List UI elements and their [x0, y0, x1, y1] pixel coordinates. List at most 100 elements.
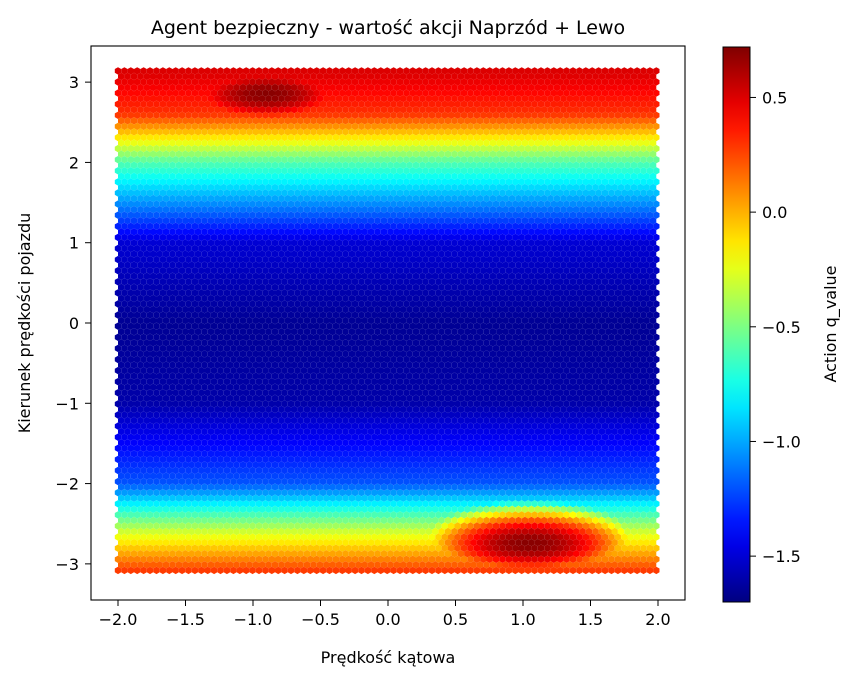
hex-cell	[396, 67, 404, 75]
hex-cell	[531, 89, 538, 97]
hex-cell	[265, 72, 272, 81]
hex-cell	[483, 139, 490, 147]
hex-cell	[233, 72, 240, 81]
hex-cell	[508, 150, 516, 158]
hex-cell	[396, 144, 404, 153]
hex-cell	[118, 117, 125, 125]
hex-cell	[332, 67, 340, 75]
hex-cell	[428, 144, 436, 153]
hex-cell	[278, 83, 285, 92]
hex-cell	[633, 144, 641, 153]
hex-cell	[236, 89, 243, 97]
hex-cell	[191, 100, 199, 108]
hex-cell	[150, 150, 157, 158]
hex-cell	[249, 111, 256, 119]
hex-cell	[390, 67, 397, 75]
hex-cell	[207, 94, 215, 103]
hex-cell	[371, 144, 378, 153]
hex-cell	[291, 139, 298, 147]
hex-cell	[307, 111, 314, 119]
hex-cell	[598, 150, 606, 158]
hex-cell	[460, 78, 468, 86]
hex-cell	[143, 139, 150, 147]
hex-cell	[329, 106, 336, 114]
hex-cell	[595, 111, 602, 119]
hex-cell	[582, 111, 589, 119]
hex-cell	[284, 117, 291, 125]
hex-cell	[541, 150, 548, 158]
hex-cell	[371, 133, 378, 142]
hex-cell	[451, 139, 458, 147]
hex-cell	[214, 150, 221, 158]
hex-cell	[377, 111, 384, 119]
hex-cell	[114, 122, 122, 131]
hex-cell	[592, 139, 599, 147]
hex-cell	[435, 144, 442, 153]
hex-cell	[496, 83, 503, 92]
hex-cell	[223, 111, 231, 119]
hex-cell	[367, 128, 375, 136]
hex-cell	[146, 156, 154, 164]
hex-cell	[265, 150, 272, 158]
hex-cell	[541, 83, 548, 92]
hex-cell	[204, 89, 211, 97]
hex-cell	[416, 100, 423, 108]
hex-cell	[441, 67, 448, 75]
hex-cell	[294, 78, 301, 86]
hex-cell	[396, 133, 404, 142]
hex-cell	[400, 106, 407, 114]
hex-cell	[134, 156, 141, 164]
hex-cell	[480, 67, 487, 75]
hex-cell	[537, 100, 545, 108]
hex-cell	[614, 89, 622, 97]
hex-cell	[617, 139, 625, 147]
hex-cell	[646, 122, 654, 131]
hex-cell	[512, 144, 519, 153]
hex-cell	[377, 133, 384, 142]
hex-cell	[470, 117, 477, 125]
hex-cell	[294, 67, 301, 75]
hex-cell	[406, 117, 413, 125]
hex-cell	[544, 78, 551, 86]
hex-cell	[592, 94, 599, 103]
hex-cell	[531, 67, 538, 75]
hex-cell	[589, 78, 596, 86]
hex-cell	[486, 100, 493, 108]
hex-cell	[467, 133, 474, 142]
hex-cell	[265, 128, 272, 136]
hex-cell	[233, 139, 240, 147]
hex-cell	[313, 100, 320, 108]
hex-cell	[492, 100, 500, 108]
hex-cell	[259, 106, 266, 114]
hex-cell	[403, 133, 410, 142]
hex-cell	[505, 111, 513, 119]
hex-cell	[239, 106, 247, 114]
hex-cell	[515, 128, 522, 136]
hex-cell	[640, 144, 647, 153]
hex-cell	[130, 139, 138, 147]
hex-cell	[150, 83, 157, 92]
hex-cell	[560, 72, 567, 81]
hex-cell	[611, 72, 618, 81]
hex-cell	[544, 111, 551, 119]
hex-cell	[118, 106, 125, 114]
hex-cell	[323, 83, 330, 92]
hex-cell	[608, 67, 615, 75]
hex-cell	[188, 128, 195, 136]
hex-cell	[416, 144, 423, 153]
hex-cell	[428, 89, 436, 97]
hex-cell	[438, 106, 445, 114]
hex-cell	[566, 83, 573, 92]
hex-cell	[643, 94, 650, 103]
hex-cell	[169, 83, 176, 92]
hex-cell	[428, 100, 436, 108]
hex-cell	[226, 106, 234, 114]
hex-cell	[335, 128, 343, 136]
hex-cell	[406, 128, 413, 136]
hex-cell	[412, 83, 420, 92]
hex-cell	[310, 94, 317, 103]
hex-cell	[159, 100, 167, 108]
hex-cell	[259, 139, 266, 147]
hex-cell	[329, 72, 336, 81]
hex-cell	[281, 122, 288, 131]
